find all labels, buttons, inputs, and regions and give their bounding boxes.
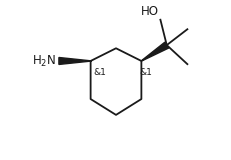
Polygon shape [141, 42, 168, 61]
Text: H$_2$N: H$_2$N [31, 53, 55, 68]
Polygon shape [59, 57, 90, 64]
Text: HO: HO [140, 5, 158, 18]
Text: &1: &1 [93, 68, 105, 77]
Text: &1: &1 [138, 68, 151, 77]
